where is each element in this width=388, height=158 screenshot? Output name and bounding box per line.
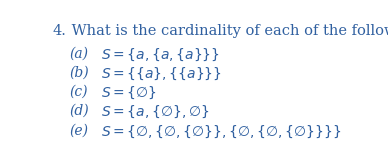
Text: $S = \{\{a\}, \{\{a\}\}\}$: $S = \{\{a\}, \{\{a\}\}\}$ [101, 66, 222, 82]
Text: (e): (e) [69, 123, 88, 137]
Text: (d): (d) [69, 104, 88, 118]
Text: $S = \{a, \{a, \{a\}\}\}$: $S = \{a, \{a, \{a\}\}\}$ [101, 46, 220, 63]
Text: $S = \{\emptyset\}$: $S = \{\emptyset\}$ [101, 85, 157, 101]
Text: 4.: 4. [52, 24, 66, 38]
Text: $S = \{\emptyset, \{\emptyset, \{\emptyset\}\}, \{\emptyset, \{\emptyset, \{\emp: $S = \{\emptyset, \{\emptyset, \{\emptys… [101, 123, 341, 140]
Text: $S = \{a, \{\emptyset\}, \emptyset\}$: $S = \{a, \{\emptyset\}, \emptyset\}$ [101, 104, 210, 120]
Text: (c): (c) [69, 85, 87, 99]
Text: What is the cardinality of each of the following sets?: What is the cardinality of each of the f… [67, 24, 388, 38]
Text: (a): (a) [69, 46, 88, 60]
Text: (b): (b) [69, 66, 88, 80]
